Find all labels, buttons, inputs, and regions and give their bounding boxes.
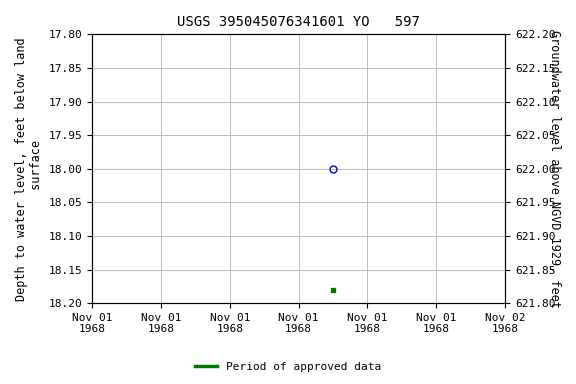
Title: USGS 395045076341601 YO   597: USGS 395045076341601 YO 597 bbox=[177, 15, 420, 29]
Legend: Period of approved data: Period of approved data bbox=[191, 358, 385, 377]
Y-axis label: Groundwater level above NGVD 1929, feet: Groundwater level above NGVD 1929, feet bbox=[548, 30, 561, 308]
Y-axis label: Depth to water level, feet below land
 surface: Depth to water level, feet below land su… bbox=[15, 37, 43, 301]
